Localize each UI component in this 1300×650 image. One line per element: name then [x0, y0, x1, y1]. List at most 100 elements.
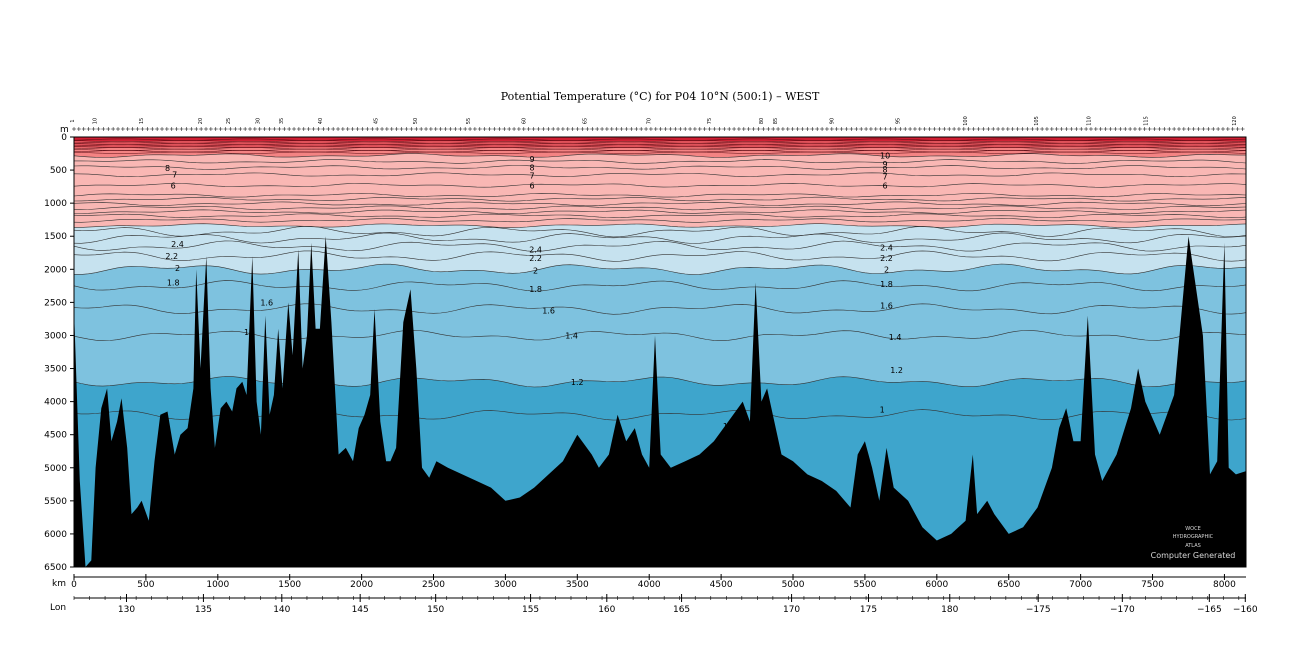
station-number: 120 — [1232, 116, 1238, 126]
contour-label: 2 — [533, 267, 538, 276]
contour-label: 1.2 — [571, 378, 584, 387]
depth-tick-label: 0 — [61, 133, 67, 143]
lon-tick-label: 130 — [118, 605, 135, 615]
km-tick-label: 5500 — [853, 580, 876, 590]
depth-tick-label: 2500 — [44, 298, 67, 308]
contour-label: 9 — [529, 155, 534, 164]
depth-tick-label: 5000 — [44, 464, 67, 474]
lon-tick-label: −175 — [1026, 605, 1051, 615]
depth-tick-label: 2000 — [44, 265, 67, 275]
station-number: 100 — [963, 116, 969, 126]
isotherm-1-2 — [74, 376, 1246, 388]
isotherm-surface-layer — [74, 138, 1246, 141]
isotherm-surface-layer — [74, 151, 1246, 154]
lon-tick-label: 180 — [941, 605, 958, 615]
depth-unit-label: m — [60, 125, 69, 135]
isotherm-surface-layer — [74, 147, 1246, 150]
contour-label: 7 — [529, 171, 534, 180]
isotherm-6 — [74, 182, 1246, 188]
isotherm-surface-layer — [74, 140, 1246, 143]
longitude-axis: 130 135 140 145 150 155 160 165 170 175 180 −175 −17… — [73, 594, 1258, 615]
lon-tick-label: 140 — [273, 605, 290, 615]
isotherm-10 — [74, 153, 1246, 158]
lon-tick-label: 160 — [598, 605, 615, 615]
km-tick-label: 7500 — [1141, 580, 1164, 590]
distance-axis: 0 500 1000 1500 2000 2500 3000 3500 4000 4500 5000… — [71, 574, 1246, 590]
station-number: 105 — [1034, 116, 1040, 126]
contour-label: 1.4 — [565, 332, 578, 341]
station-number: 50 — [413, 118, 419, 124]
contour-label: 2.2 — [165, 252, 178, 261]
isotherm-7 — [74, 172, 1246, 178]
station-number-axis: 1 10 15 20 25 30 35 40 45 50 55 60 65 70 75 80 85 90 95 100… — [70, 116, 1245, 131]
contour-label: 1.8 — [167, 279, 180, 288]
contour-label: 1.8 — [529, 285, 542, 294]
chart-title: Potential Temperature (°C) for P04 10°N … — [501, 90, 820, 103]
station-number: 95 — [895, 118, 901, 124]
station-number: 55 — [466, 118, 472, 124]
station-number: 20 — [198, 118, 204, 124]
km-tick-label: 3000 — [494, 580, 517, 590]
lon-axis-label: Lon — [50, 603, 66, 613]
isotherm-5 — [74, 192, 1246, 198]
contour-label: 2.2 — [529, 254, 542, 263]
km-tick-label: 4000 — [638, 580, 661, 590]
station-number: 75 — [707, 118, 713, 124]
contour-label: 8 — [165, 164, 170, 173]
isotherm-9 — [74, 159, 1246, 164]
contour-label: 2.2 — [880, 254, 893, 263]
km-tick-label: 5000 — [782, 580, 805, 590]
station-number: 60 — [522, 118, 528, 124]
contour-labels: 8762.42.221.81.6198762.42.221.81.61.41.2… — [165, 152, 903, 432]
km-tick-label: 3500 — [566, 580, 589, 590]
depth-tick-label: 1000 — [44, 199, 67, 209]
lon-tick-label: 165 — [673, 605, 690, 615]
isotherm-3 — [74, 223, 1246, 228]
isotherm-1-8 — [74, 280, 1246, 292]
isotherm-surface-layer — [74, 145, 1246, 148]
isotherm-8 — [74, 165, 1246, 170]
km-tick-label: 1000 — [206, 580, 229, 590]
isotherm-3-6 — [74, 209, 1246, 215]
lon-tick-label: 170 — [783, 605, 800, 615]
isotherm-1-4 — [74, 329, 1246, 342]
contour-label: 1.6 — [542, 306, 555, 315]
station-number: 10 — [92, 118, 98, 124]
lon-tick-label: 150 — [427, 605, 444, 615]
contour-label: 8 — [883, 165, 888, 174]
lon-tick-label: −165 — [1197, 605, 1222, 615]
watermark-line1: WOCE — [1185, 526, 1201, 532]
isotherm-3-8 — [74, 205, 1246, 211]
isotherm-2 — [74, 263, 1246, 275]
contour-label: 1.8 — [880, 280, 893, 289]
contour-label: 10 — [880, 152, 890, 161]
isotherm-surface-layer — [74, 144, 1246, 147]
isotherm-surface-layer — [74, 148, 1246, 151]
km-tick-label: 2000 — [350, 580, 373, 590]
contour-label: 2 — [884, 265, 889, 274]
depth-axis: 0 500 1000 1500 2000 2500 3000 3500 4000 4500 5000… — [44, 133, 74, 573]
isotherm-4-5 — [74, 196, 1246, 202]
isotherm-4 — [74, 201, 1246, 207]
lon-tick-label: 145 — [352, 605, 369, 615]
contour-label: 6 — [883, 181, 888, 190]
station-number: 70 — [647, 118, 653, 124]
band-near-surface — [74, 140, 1246, 148]
lon-tick-label: −160 — [1233, 605, 1258, 615]
watermark-footer: Computer Generated — [1151, 551, 1236, 560]
station-number: 15 — [139, 118, 145, 124]
contour-label: 6 — [171, 181, 176, 190]
isotherm-surface-layer — [74, 141, 1246, 144]
km-tick-label: 1500 — [278, 580, 301, 590]
station-number: 90 — [829, 118, 835, 124]
depth-tick-label: 6000 — [44, 530, 67, 540]
lon-tick-label: 135 — [195, 605, 212, 615]
station-number: 1 — [70, 119, 76, 122]
plot-frame — [73, 136, 1247, 568]
station-number: 35 — [279, 118, 285, 124]
station-number: 30 — [256, 118, 262, 124]
contour-label: 1.6 — [880, 302, 893, 311]
isotherm-2-6 — [74, 232, 1246, 244]
km-tick-label: 4500 — [710, 580, 733, 590]
isotherm-2-8 — [74, 226, 1246, 238]
